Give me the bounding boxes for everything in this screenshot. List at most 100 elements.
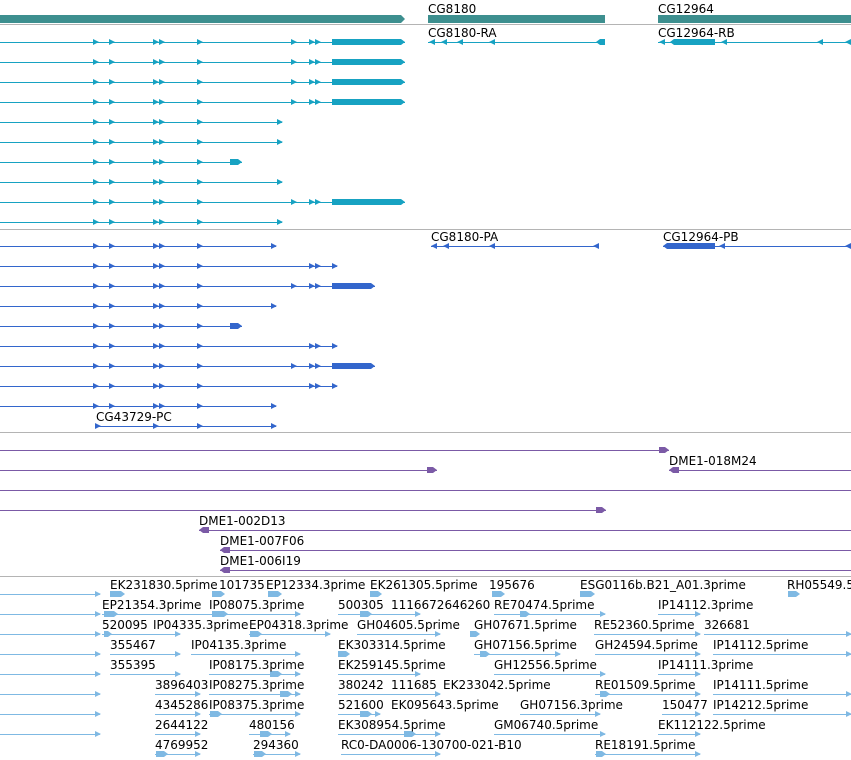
est-label[interactable]: GM06740.5prime <box>494 718 598 732</box>
exon-block[interactable] <box>332 79 405 85</box>
clone-end[interactable] <box>220 547 230 553</box>
est-label[interactable]: IP04135.3prime <box>191 638 286 652</box>
est-label[interactable]: 520095 <box>102 618 148 632</box>
est-label[interactable]: ESG0116b.B21_A01.3prime <box>580 578 746 592</box>
est-label[interactable]: IP08275.3prime <box>209 678 304 692</box>
clone-end[interactable] <box>199 527 209 533</box>
est-label[interactable]: EK308954.5prime <box>338 718 446 732</box>
est-block[interactable] <box>480 651 490 657</box>
est-label[interactable]: GH04605.5prime <box>357 618 460 632</box>
est-block[interactable] <box>596 751 606 757</box>
est-label[interactable]: IP08175.3prime <box>209 658 304 672</box>
est-label[interactable]: 500305 <box>338 598 384 612</box>
gene-label-cg12964[interactable]: CG12964 <box>658 2 714 16</box>
est-label[interactable]: EP12334.3prime <box>266 578 365 592</box>
est-block[interactable] <box>110 591 125 597</box>
est-label[interactable]: EK112122.5prime <box>658 718 766 732</box>
est-label[interactable]: 1116672646260 <box>391 598 490 612</box>
est-block[interactable] <box>492 591 505 597</box>
est-label[interactable]: IP14112.3prime <box>658 598 753 612</box>
clone-label-006i19[interactable]: DME1-006I19 <box>220 554 301 568</box>
est-label[interactable]: 150477 <box>662 698 708 712</box>
exon-block[interactable] <box>230 323 242 329</box>
exon-block[interactable] <box>332 39 405 45</box>
protein-label-cg43729-pc[interactable]: CG43729-PC <box>96 410 172 424</box>
clone-end[interactable] <box>427 467 437 473</box>
est-label[interactable]: 294360 <box>253 738 299 752</box>
est-block[interactable] <box>788 591 800 597</box>
gene-label-cg8180[interactable]: CG8180 <box>428 2 476 16</box>
exon-block[interactable] <box>332 199 405 205</box>
clone-end[interactable] <box>596 507 606 513</box>
est-label[interactable]: 2644122 <box>155 718 208 732</box>
est-label[interactable]: 380242 <box>338 678 384 692</box>
est-block[interactable] <box>104 631 112 637</box>
transcript-label-cg12964-rb[interactable]: CG12964-RB <box>658 26 735 40</box>
clone-end[interactable] <box>659 447 669 453</box>
est-label[interactable]: GH07156.5prime <box>474 638 577 652</box>
exon-block[interactable] <box>332 99 405 105</box>
clone-end[interactable] <box>220 567 230 573</box>
gene-bar-cg8180[interactable] <box>428 15 605 23</box>
est-label[interactable]: EK095643.5prime <box>391 698 499 712</box>
est-label[interactable]: RC0-DA0006-130700-021-B10 <box>341 738 522 752</box>
est-label[interactable]: GH12556.5prime <box>494 658 597 672</box>
est-label[interactable]: RE70474.5prime <box>494 598 595 612</box>
est-block[interactable] <box>580 591 595 597</box>
est-label[interactable]: 111685 <box>391 678 437 692</box>
est-block[interactable] <box>210 711 222 717</box>
exon-block[interactable] <box>663 243 715 249</box>
est-block[interactable] <box>250 631 262 637</box>
protein-label-cg12964-pb[interactable]: CG12964-PB <box>663 230 739 244</box>
exon-block[interactable] <box>596 39 605 45</box>
est-label[interactable]: IP08375.3prime <box>209 698 304 712</box>
est-label[interactable]: GH24594.5prime <box>595 638 698 652</box>
est-block[interactable] <box>254 751 266 757</box>
transcript-label-cg8180-ra[interactable]: CG8180-RA <box>428 26 497 40</box>
est-label[interactable]: 4345286 <box>155 698 208 712</box>
est-label[interactable]: RH05549.5 <box>787 578 851 592</box>
est-label[interactable]: 480156 <box>249 718 295 732</box>
est-block[interactable] <box>470 631 480 637</box>
est-block[interactable] <box>520 611 530 617</box>
est-label[interactable]: IP14111.3prime <box>658 658 753 672</box>
est-label[interactable]: EP21354.3prime <box>102 598 201 612</box>
est-block[interactable] <box>370 591 382 597</box>
protein-label-cg8180-pa[interactable]: CG8180-PA <box>431 230 499 244</box>
est-label[interactable]: 355395 <box>110 658 156 672</box>
est-block[interactable] <box>280 691 292 697</box>
est-label[interactable]: EK303314.5prime <box>338 638 446 652</box>
exon-block[interactable] <box>332 363 375 369</box>
est-block[interactable] <box>404 731 416 737</box>
est-label[interactable]: RE52360.5prime <box>594 618 695 632</box>
est-label[interactable]: 326681 <box>704 618 750 632</box>
est-label[interactable]: EK233042.5prime <box>443 678 551 692</box>
est-label[interactable]: IP14112.5prime <box>713 638 808 652</box>
clone-label-002d13[interactable]: DME1-002D13 <box>199 514 286 528</box>
gene-bar-cg12964[interactable] <box>658 15 851 23</box>
est-label[interactable]: IP14111.5prime <box>713 678 808 692</box>
est-label[interactable]: 4769952 <box>155 738 208 752</box>
est-label[interactable]: IP14212.5prime <box>713 698 808 712</box>
exon-block[interactable] <box>670 39 715 45</box>
est-block[interactable] <box>338 651 350 657</box>
est-block[interactable] <box>260 731 272 737</box>
est-block[interactable] <box>156 751 168 757</box>
est-label[interactable]: RE01509.5prime <box>595 678 696 692</box>
est-label[interactable]: GH07671.5prime <box>474 618 577 632</box>
est-block[interactable] <box>360 611 372 617</box>
est-label[interactable]: GH07156.3prime <box>520 698 623 712</box>
est-label[interactable]: EK259145.5prime <box>338 658 446 672</box>
est-block[interactable] <box>104 611 118 617</box>
est-label[interactable]: 195676 <box>489 578 535 592</box>
clone-label-007f06[interactable]: DME1-007F06 <box>220 534 304 548</box>
est-label[interactable]: 3896403 <box>155 678 208 692</box>
est-label[interactable]: RE18191.5prime <box>595 738 696 752</box>
est-block[interactable] <box>360 711 372 717</box>
est-label[interactable]: 521600 <box>338 698 384 712</box>
exon-block[interactable] <box>332 59 405 65</box>
est-label[interactable]: EK261305.5prime <box>370 578 478 592</box>
est-label[interactable]: IP04335.3prime <box>153 618 248 632</box>
est-label[interactable]: IP08075.3prime <box>209 598 304 612</box>
est-block[interactable] <box>270 671 282 677</box>
